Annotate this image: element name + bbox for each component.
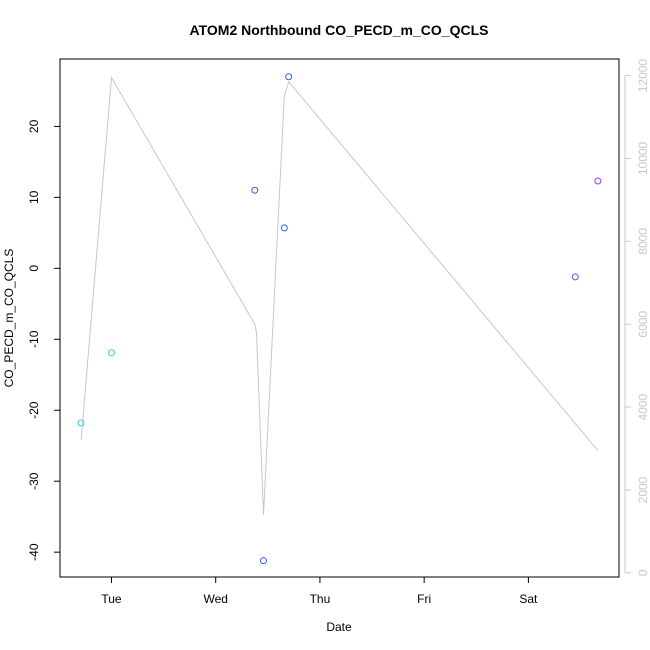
x-tick-label: Tue <box>101 592 122 606</box>
y-tick-label: -10 <box>27 330 41 348</box>
x-tick-label: Thu <box>310 592 331 606</box>
secondary-y-axis: 0 2000 4000 6000 8000 10000 12000 <box>624 59 650 576</box>
x-tick-label: Sat <box>519 592 538 606</box>
data-point <box>594 177 602 185</box>
points-layer <box>77 73 602 565</box>
data-point <box>107 349 115 357</box>
x-tick-label: Fri <box>417 592 431 606</box>
secondary-series-line <box>80 75 599 515</box>
secondary-y-tick-label: 0 <box>636 569 650 576</box>
chart-title: ATOM2 Northbound CO_PECD_m_CO_QCLS <box>190 22 489 38</box>
data-point <box>259 557 267 565</box>
y-tick-label: -30 <box>27 472 41 490</box>
data-point <box>280 224 288 232</box>
data-point <box>77 419 85 427</box>
y-axis: -40 -30 -20 -10 0 10 20 <box>27 119 60 561</box>
x-tick-label: Wed <box>203 592 227 606</box>
data-point <box>571 273 579 281</box>
data-point <box>285 73 293 81</box>
secondary-y-tick-label: 2000 <box>636 476 650 503</box>
plot-area <box>59 58 620 578</box>
series-layer <box>80 75 599 515</box>
y-axis-label: CO_PECD_m_CO_QCLS <box>2 249 16 388</box>
secondary-y-tick-label: 12000 <box>636 59 650 93</box>
secondary-y-tick-label: 10000 <box>636 141 650 175</box>
y-tick-label: 20 <box>27 119 41 133</box>
y-tick-label: -40 <box>27 543 41 561</box>
secondary-y-tick-label: 8000 <box>636 228 650 255</box>
secondary-y-tick-label: 6000 <box>636 311 650 338</box>
y-tick-label: 0 <box>27 265 41 272</box>
y-tick-label: 10 <box>27 190 41 204</box>
secondary-y-tick-label: 4000 <box>636 393 650 420</box>
data-point <box>251 186 259 194</box>
x-axis-label: Date <box>326 620 352 634</box>
y-tick-label: -20 <box>27 401 41 419</box>
x-axis: Tue Wed Thu Fri Sat <box>101 577 538 606</box>
